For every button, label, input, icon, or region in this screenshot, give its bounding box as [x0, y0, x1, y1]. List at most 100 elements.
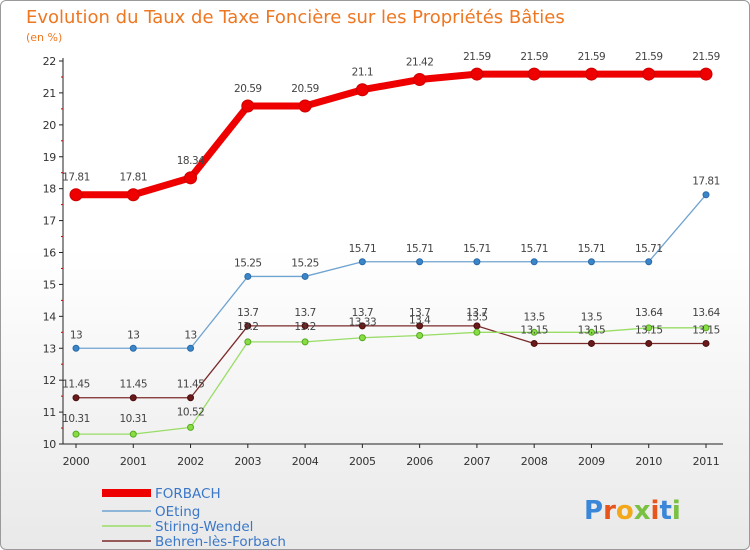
data-label-forbach: 21.59	[635, 51, 663, 63]
data-label-stiring-wendel: 13.64	[635, 307, 663, 319]
data-point-stiring-wendel	[358, 334, 366, 342]
data-label-forbach: 21.59	[463, 51, 491, 63]
data-label-forbach: 21.59	[692, 51, 720, 63]
data-label-stiring-wendel: 13.2	[237, 321, 258, 333]
series-line-oeting	[75, 194, 707, 349]
data-point-behren-l-s-forbach	[244, 322, 252, 330]
data-point-stiring-wendel	[187, 423, 195, 431]
series-line-stiring-wendel	[75, 327, 707, 435]
logo-letter: t	[659, 496, 671, 526]
y-tick-label: 13	[43, 342, 57, 355]
data-label-stiring-wendel: 10.31	[62, 413, 90, 425]
legend-label-oeting: OEting	[155, 504, 200, 520]
x-tick-label: 2004	[292, 455, 319, 468]
data-point-oeting	[416, 258, 424, 266]
y-tick-label: 10	[43, 438, 57, 451]
legend: FORBACH OEtingStiring-WendelBehren-lès-Fo…	[102, 486, 286, 549]
data-label-stiring-wendel: 13.5	[523, 311, 544, 323]
data-point-behren-l-s-forbach	[129, 394, 137, 402]
data-point-behren-l-s-forbach	[187, 394, 195, 402]
data-point-stiring-wendel	[72, 430, 80, 438]
data-label-oeting: 15.25	[291, 257, 319, 269]
y-tick-label: 18	[43, 183, 57, 196]
data-label-behren-l-s-forbach: 13.7	[466, 307, 487, 319]
chart-unit-label: (en %)	[26, 31, 62, 44]
data-point-oeting	[530, 258, 538, 266]
y-tick-label: 11	[43, 406, 56, 419]
data-point-behren-l-s-forbach	[416, 322, 424, 330]
data-point-forbach	[413, 73, 427, 87]
data-point-forbach	[527, 67, 541, 81]
data-label-behren-l-s-forbach: 13.7	[294, 307, 315, 319]
data-point-behren-l-s-forbach	[301, 322, 309, 330]
data-label-oeting: 15.71	[578, 243, 606, 255]
data-point-stiring-wendel	[587, 328, 595, 336]
x-tick-label: 2009	[578, 455, 605, 468]
x-tick-label: 2001	[120, 455, 147, 468]
x-tick-label: 2003	[234, 455, 261, 468]
data-point-oeting	[645, 258, 653, 266]
data-point-behren-l-s-forbach	[645, 339, 653, 347]
data-point-stiring-wendel	[301, 338, 309, 346]
data-label-oeting: 17.81	[692, 176, 720, 188]
y-tick-label: 17	[43, 215, 57, 228]
data-label-behren-l-s-forbach: 13.7	[352, 307, 373, 319]
data-label-oeting: 15.71	[463, 243, 491, 255]
data-point-forbach	[69, 188, 83, 202]
data-point-oeting	[72, 344, 80, 352]
data-label-oeting: 15.71	[520, 243, 548, 255]
data-point-behren-l-s-forbach	[587, 339, 595, 347]
data-point-oeting	[702, 191, 710, 199]
data-label-behren-l-s-forbach: 11.45	[119, 379, 147, 391]
data-label-stiring-wendel: 13.2	[294, 321, 315, 333]
x-tick-label: 2002	[177, 455, 204, 468]
x-tick-label: 2006	[406, 455, 433, 468]
data-label-stiring-wendel: 10.31	[119, 413, 147, 425]
data-label-forbach: 20.59	[234, 83, 262, 95]
y-tick-label: 16	[43, 247, 57, 260]
data-label-behren-l-s-forbach: 13.7	[237, 307, 258, 319]
data-point-oeting	[244, 272, 252, 280]
legend-label-forbach: FORBACH	[155, 486, 221, 502]
data-label-forbach: 17.81	[119, 172, 147, 184]
data-point-forbach	[642, 67, 656, 81]
data-label-forbach: 21.59	[520, 51, 548, 63]
data-label-oeting: 13	[184, 329, 196, 341]
data-label-forbach: 18.34	[177, 155, 205, 167]
data-point-stiring-wendel	[129, 430, 137, 438]
data-point-stiring-wendel	[416, 331, 424, 339]
data-point-stiring-wendel	[530, 328, 538, 336]
data-label-oeting: 13	[70, 329, 82, 341]
data-label-forbach: 21.59	[578, 51, 606, 63]
y-tick-label: 12	[43, 374, 56, 387]
data-point-forbach	[126, 188, 140, 202]
logo-letter: i	[651, 496, 660, 526]
axes: 10 11 12 13 14 15 16 17 18 19 20 21 22 2000 2001 2002 20…	[43, 55, 723, 468]
data-label-forbach: 20.59	[291, 83, 319, 95]
data-point-forbach	[584, 67, 598, 81]
logo-letter: x	[634, 496, 651, 526]
x-tick-label: 2007	[464, 455, 491, 468]
data-point-forbach	[184, 171, 198, 185]
y-tick-label: 22	[43, 55, 56, 68]
legend-label-stiring-wendel: Stiring-Wendel	[155, 519, 253, 535]
data-label-stiring-wendel: 13.64	[692, 307, 720, 319]
data-point-forbach	[699, 67, 713, 81]
x-tick-label: 2000	[63, 455, 90, 468]
data-point-forbach	[355, 83, 369, 97]
data-label-behren-l-s-forbach: 11.45	[62, 379, 90, 391]
x-tick-label: 2010	[635, 455, 662, 468]
y-tick-label: 19	[43, 151, 57, 164]
data-label-behren-l-s-forbach: 13.15	[692, 324, 720, 336]
data-point-oeting	[587, 258, 595, 266]
data-label-oeting: 15.71	[349, 243, 377, 255]
x-tick-label: 2011	[693, 455, 720, 468]
y-tick-label: 15	[43, 278, 57, 291]
logo-letter: r	[603, 496, 616, 526]
data-point-stiring-wendel	[473, 328, 481, 336]
chart-title: Evolution du Taux de Taxe Foncière sur l…	[26, 7, 565, 28]
data-labels-layer: 17.81 17.81 18.34 20.59 20.59 21.1 21.42 21.59 2…	[62, 51, 721, 425]
data-point-behren-l-s-forbach	[530, 339, 538, 347]
